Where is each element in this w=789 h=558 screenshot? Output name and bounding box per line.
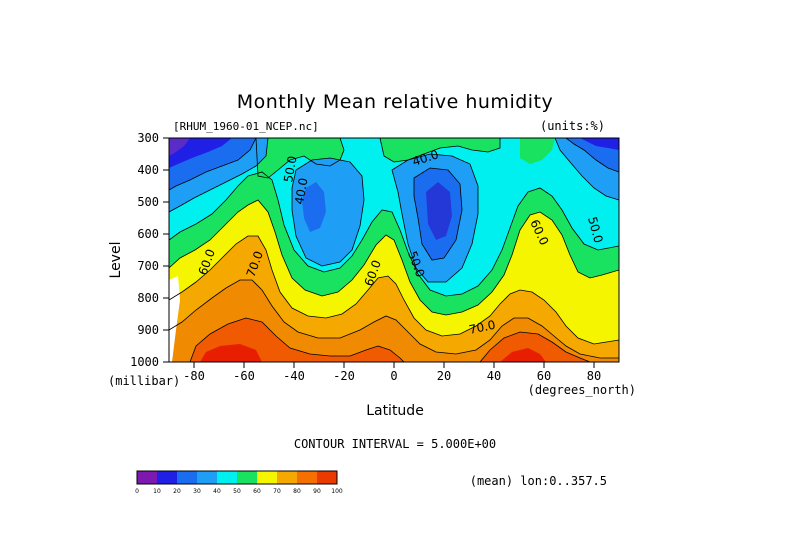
- region-polar-sh-min: [169, 138, 190, 156]
- colorbar-tick-label: 70: [273, 488, 281, 495]
- x-tick-label: 60: [537, 369, 551, 383]
- colorbar-swatch: [297, 471, 318, 484]
- region-30-35-sh: [302, 182, 326, 232]
- contour-lines: [169, 138, 619, 362]
- colorbar-tick-label: 30: [193, 488, 201, 495]
- dataset-label: [RHUM_1960-01_NCEP.nc]: [173, 120, 319, 133]
- y-axis-units: (millibar): [108, 374, 180, 388]
- colorbar-swatch: [197, 471, 218, 484]
- colorbar-tick-label: 100: [331, 488, 343, 495]
- region-above90: [200, 344, 262, 362]
- contour-interval-label: CONTOUR INTERVAL = 5.000E+00: [294, 437, 496, 451]
- y-tick-label: 600: [137, 227, 159, 241]
- y-tick-label: 1000: [130, 355, 159, 369]
- y-tick-label: 300: [137, 131, 159, 145]
- colorbar-tick-label: 80: [293, 488, 301, 495]
- colorbar-frame: [136, 470, 338, 485]
- colorbar-tick-label: 40: [213, 488, 221, 495]
- contour-label: 50.0: [585, 215, 605, 244]
- x-tick-label: -40: [283, 369, 305, 383]
- y-tick-label: 700: [137, 259, 159, 273]
- colorbar-tick-label: 0: [135, 488, 139, 495]
- colorbar-tick-label: 50: [233, 488, 241, 495]
- colorbar-swatch: [237, 471, 258, 484]
- contour-field: [169, 138, 619, 362]
- colorbar: 0 10 20 30 40 50 60 70 80 90 100: [135, 470, 343, 495]
- x-tick-label: 20: [437, 369, 451, 383]
- x-tick-label: -20: [333, 369, 355, 383]
- y-axis-label: Level: [108, 242, 124, 279]
- x-axis-ticks: -80 -60 -40 -20 0 20 40 60 80: [183, 362, 601, 383]
- y-tick-label: 500: [137, 195, 159, 209]
- y-tick-label: 900: [137, 323, 159, 337]
- units-label: (units:%): [540, 119, 605, 133]
- average-label: (mean) lon:0..357.5: [470, 474, 607, 488]
- x-axis-label: Latitude: [366, 403, 424, 419]
- x-axis-units: (degrees_north): [528, 383, 636, 397]
- colorbar-tick-label: 60: [253, 488, 261, 495]
- region-50-55-top-tropics: [380, 138, 500, 162]
- region-50-55-top-right: [520, 138, 555, 164]
- region-polar-sh-lower: [169, 138, 232, 168]
- colorbar-swatch: [277, 471, 298, 484]
- region-above90-east: [500, 348, 546, 362]
- x-tick-label: 80: [587, 369, 601, 383]
- y-tick-label: 400: [137, 163, 159, 177]
- contour-label: 50.0: [281, 155, 299, 184]
- region-35-40-sh: [292, 158, 364, 266]
- region-missing: [169, 276, 180, 362]
- colorbar-swatch: [137, 471, 158, 484]
- region-35-40-polar-sh: [169, 138, 268, 212]
- colorbar-tick-label: 90: [313, 488, 321, 495]
- colorbar-swatch: [257, 471, 278, 484]
- region-below30-polar-nh: [580, 138, 619, 150]
- colorbar-tick-label: 20: [173, 488, 181, 495]
- colorbar-swatch: [157, 471, 178, 484]
- region-50-55-top-mid: [256, 138, 344, 178]
- chart-title: Monthly Mean relative humidity: [237, 91, 554, 113]
- y-tick-label: 800: [137, 291, 159, 305]
- region-below30-eq: [426, 182, 452, 240]
- contour-label: 70.0: [468, 318, 497, 337]
- contour-label: 40.0: [292, 177, 310, 206]
- colorbar-tick-label: 10: [153, 488, 161, 495]
- colorbar-swatch: [177, 471, 198, 484]
- colorbar-swatch: [317, 471, 338, 484]
- colorbar-swatch: [217, 471, 238, 484]
- x-tick-label: 0: [390, 369, 397, 383]
- x-tick-label: 40: [487, 369, 501, 383]
- x-tick-label: -60: [233, 369, 255, 383]
- region-80-90-east: [480, 332, 590, 362]
- y-axis-ticks: 300 400 500 600 700 800 900 1000: [130, 131, 169, 369]
- x-tick-label: -80: [183, 369, 205, 383]
